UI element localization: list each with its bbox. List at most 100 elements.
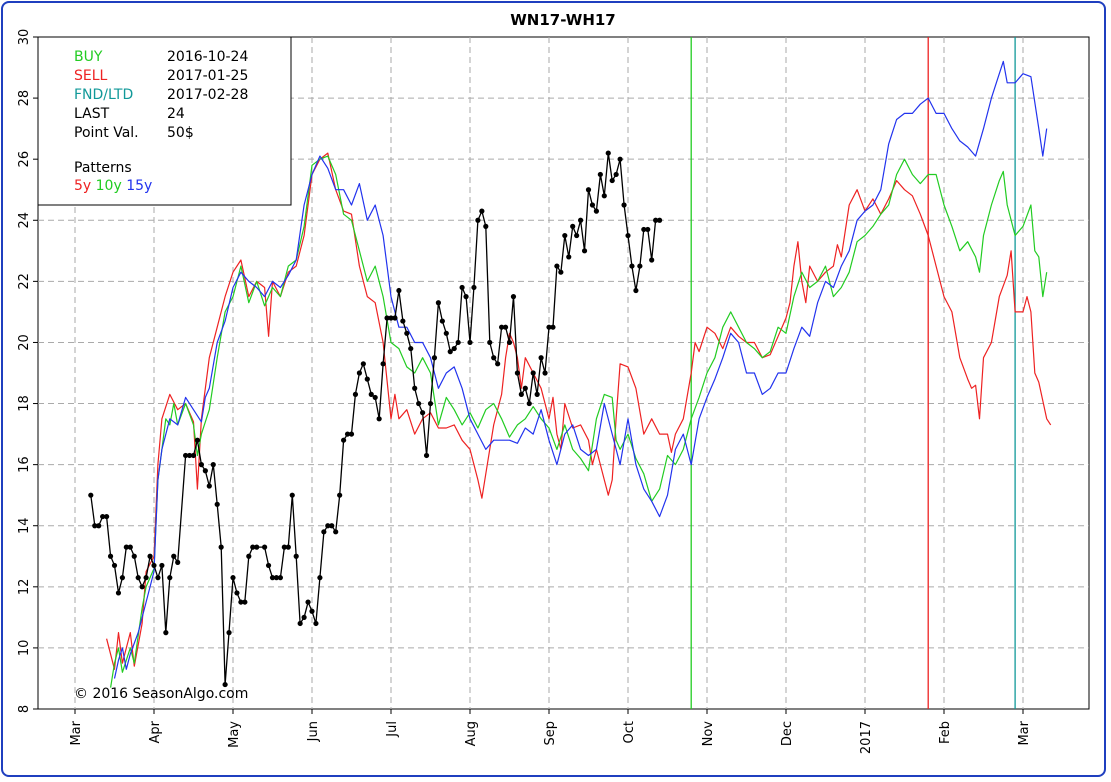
legend-label: Point Val. bbox=[74, 125, 139, 141]
series-point-last bbox=[578, 217, 584, 223]
x-tick-label: Jul bbox=[385, 721, 400, 738]
series-point-last bbox=[506, 339, 513, 346]
series-point-last bbox=[269, 575, 276, 581]
series-point-last bbox=[344, 431, 351, 437]
y-tick-label: 18 bbox=[17, 395, 32, 412]
x-tick-label: Mar bbox=[69, 720, 84, 745]
series-point-last bbox=[510, 294, 517, 300]
series-point-last bbox=[186, 452, 193, 459]
series-point-last bbox=[645, 226, 651, 233]
y-tick-label: 16 bbox=[17, 456, 32, 473]
series-point-last bbox=[526, 400, 532, 407]
legend-info-rows: BUY 2016-10-24 SELL 2017-01-25 FND/LTD 2017-0… bbox=[74, 49, 248, 141]
series-point-last bbox=[155, 575, 161, 581]
series-point-last bbox=[313, 620, 319, 627]
y-tick-label: 12 bbox=[17, 579, 32, 596]
series-point-last bbox=[143, 575, 149, 581]
series-point-last bbox=[111, 562, 118, 569]
series-point-last bbox=[451, 345, 457, 352]
series-point-last bbox=[238, 599, 244, 605]
series-point-last bbox=[400, 318, 406, 324]
series-point-last bbox=[321, 529, 327, 535]
series-point-last bbox=[566, 254, 572, 260]
series-point-last bbox=[293, 553, 299, 559]
legend-background bbox=[37, 36, 292, 206]
series-line-10y bbox=[110, 155, 1048, 688]
series-point-last bbox=[423, 452, 430, 459]
series-point-last bbox=[329, 523, 335, 529]
series-point-last bbox=[538, 355, 544, 361]
series-point-last bbox=[333, 529, 339, 535]
series-point-last bbox=[467, 339, 473, 346]
patterns-heading: Patterns bbox=[74, 160, 132, 176]
series-point-last bbox=[305, 599, 311, 605]
series-point-last bbox=[265, 562, 272, 569]
series-point-last bbox=[431, 355, 438, 361]
series-line-15y bbox=[113, 60, 1048, 679]
series-point-last bbox=[210, 462, 216, 468]
pattern-10y: 10y bbox=[91, 178, 122, 194]
y-tick-label: 26 bbox=[17, 151, 32, 168]
series-point-last bbox=[653, 217, 659, 223]
series-point-last bbox=[364, 376, 370, 382]
series-point-last bbox=[352, 391, 359, 397]
x-tick-label: 2017 bbox=[859, 721, 874, 754]
x-tick-label: Oct bbox=[622, 721, 637, 743]
series-point-last bbox=[629, 263, 635, 269]
series-point-last bbox=[518, 391, 524, 397]
series-point-last bbox=[202, 468, 208, 474]
series-point-last bbox=[115, 590, 122, 596]
x-tick-label: May bbox=[227, 721, 242, 748]
series-point-last bbox=[309, 608, 315, 614]
series-point-last bbox=[380, 361, 386, 367]
series-point-last bbox=[337, 492, 343, 498]
series-point-last bbox=[285, 544, 291, 550]
y-tick-label: 10 bbox=[17, 640, 32, 657]
pattern-15y: 15y bbox=[122, 178, 153, 194]
series-point-last bbox=[562, 232, 568, 239]
series-point-last bbox=[246, 553, 252, 559]
series-point-last bbox=[447, 349, 453, 355]
series-point-last bbox=[277, 575, 283, 581]
legend-label: SELL bbox=[74, 68, 108, 84]
series-point-last bbox=[534, 391, 540, 397]
series-point-last bbox=[376, 416, 382, 422]
x-tick-label: Aug bbox=[464, 721, 479, 746]
series-point-last bbox=[194, 437, 201, 443]
series-point-last bbox=[558, 269, 564, 275]
y-tick-label: 14 bbox=[17, 517, 32, 534]
series-point-last bbox=[139, 584, 145, 590]
series-point-last bbox=[175, 559, 181, 565]
series-point-last bbox=[621, 202, 627, 208]
y-tick-label: 8 bbox=[17, 705, 32, 713]
series-point-last bbox=[230, 575, 236, 581]
series-point-last bbox=[226, 630, 232, 636]
series-point-last bbox=[439, 318, 445, 324]
series-point-last bbox=[262, 544, 268, 550]
series-point-last bbox=[88, 492, 94, 498]
series-point-last bbox=[104, 513, 110, 520]
series-point-last bbox=[348, 431, 355, 437]
series-point-last bbox=[542, 370, 548, 376]
series-point-last bbox=[218, 544, 224, 550]
series-point-last bbox=[301, 614, 307, 620]
series-point-last bbox=[443, 330, 449, 336]
series-group bbox=[88, 60, 1052, 688]
series-point-last bbox=[597, 171, 603, 178]
series-point-last bbox=[368, 391, 374, 397]
series-point-last bbox=[649, 257, 655, 263]
series-point-last bbox=[135, 575, 141, 581]
series-point-last bbox=[119, 575, 125, 581]
series-point-last bbox=[384, 315, 390, 321]
series-point-last bbox=[273, 575, 280, 581]
legend-value: 50$ bbox=[167, 125, 194, 141]
series-point-last bbox=[151, 562, 157, 569]
series-point-last bbox=[487, 339, 493, 346]
series-point-last bbox=[502, 324, 509, 330]
series-point-last bbox=[360, 361, 366, 367]
series-point-last bbox=[242, 599, 248, 605]
series-point-last bbox=[92, 523, 98, 529]
legend-label: BUY bbox=[74, 49, 103, 65]
series-point-last bbox=[471, 284, 477, 291]
legend-value: 2017-01-25 bbox=[167, 68, 248, 84]
